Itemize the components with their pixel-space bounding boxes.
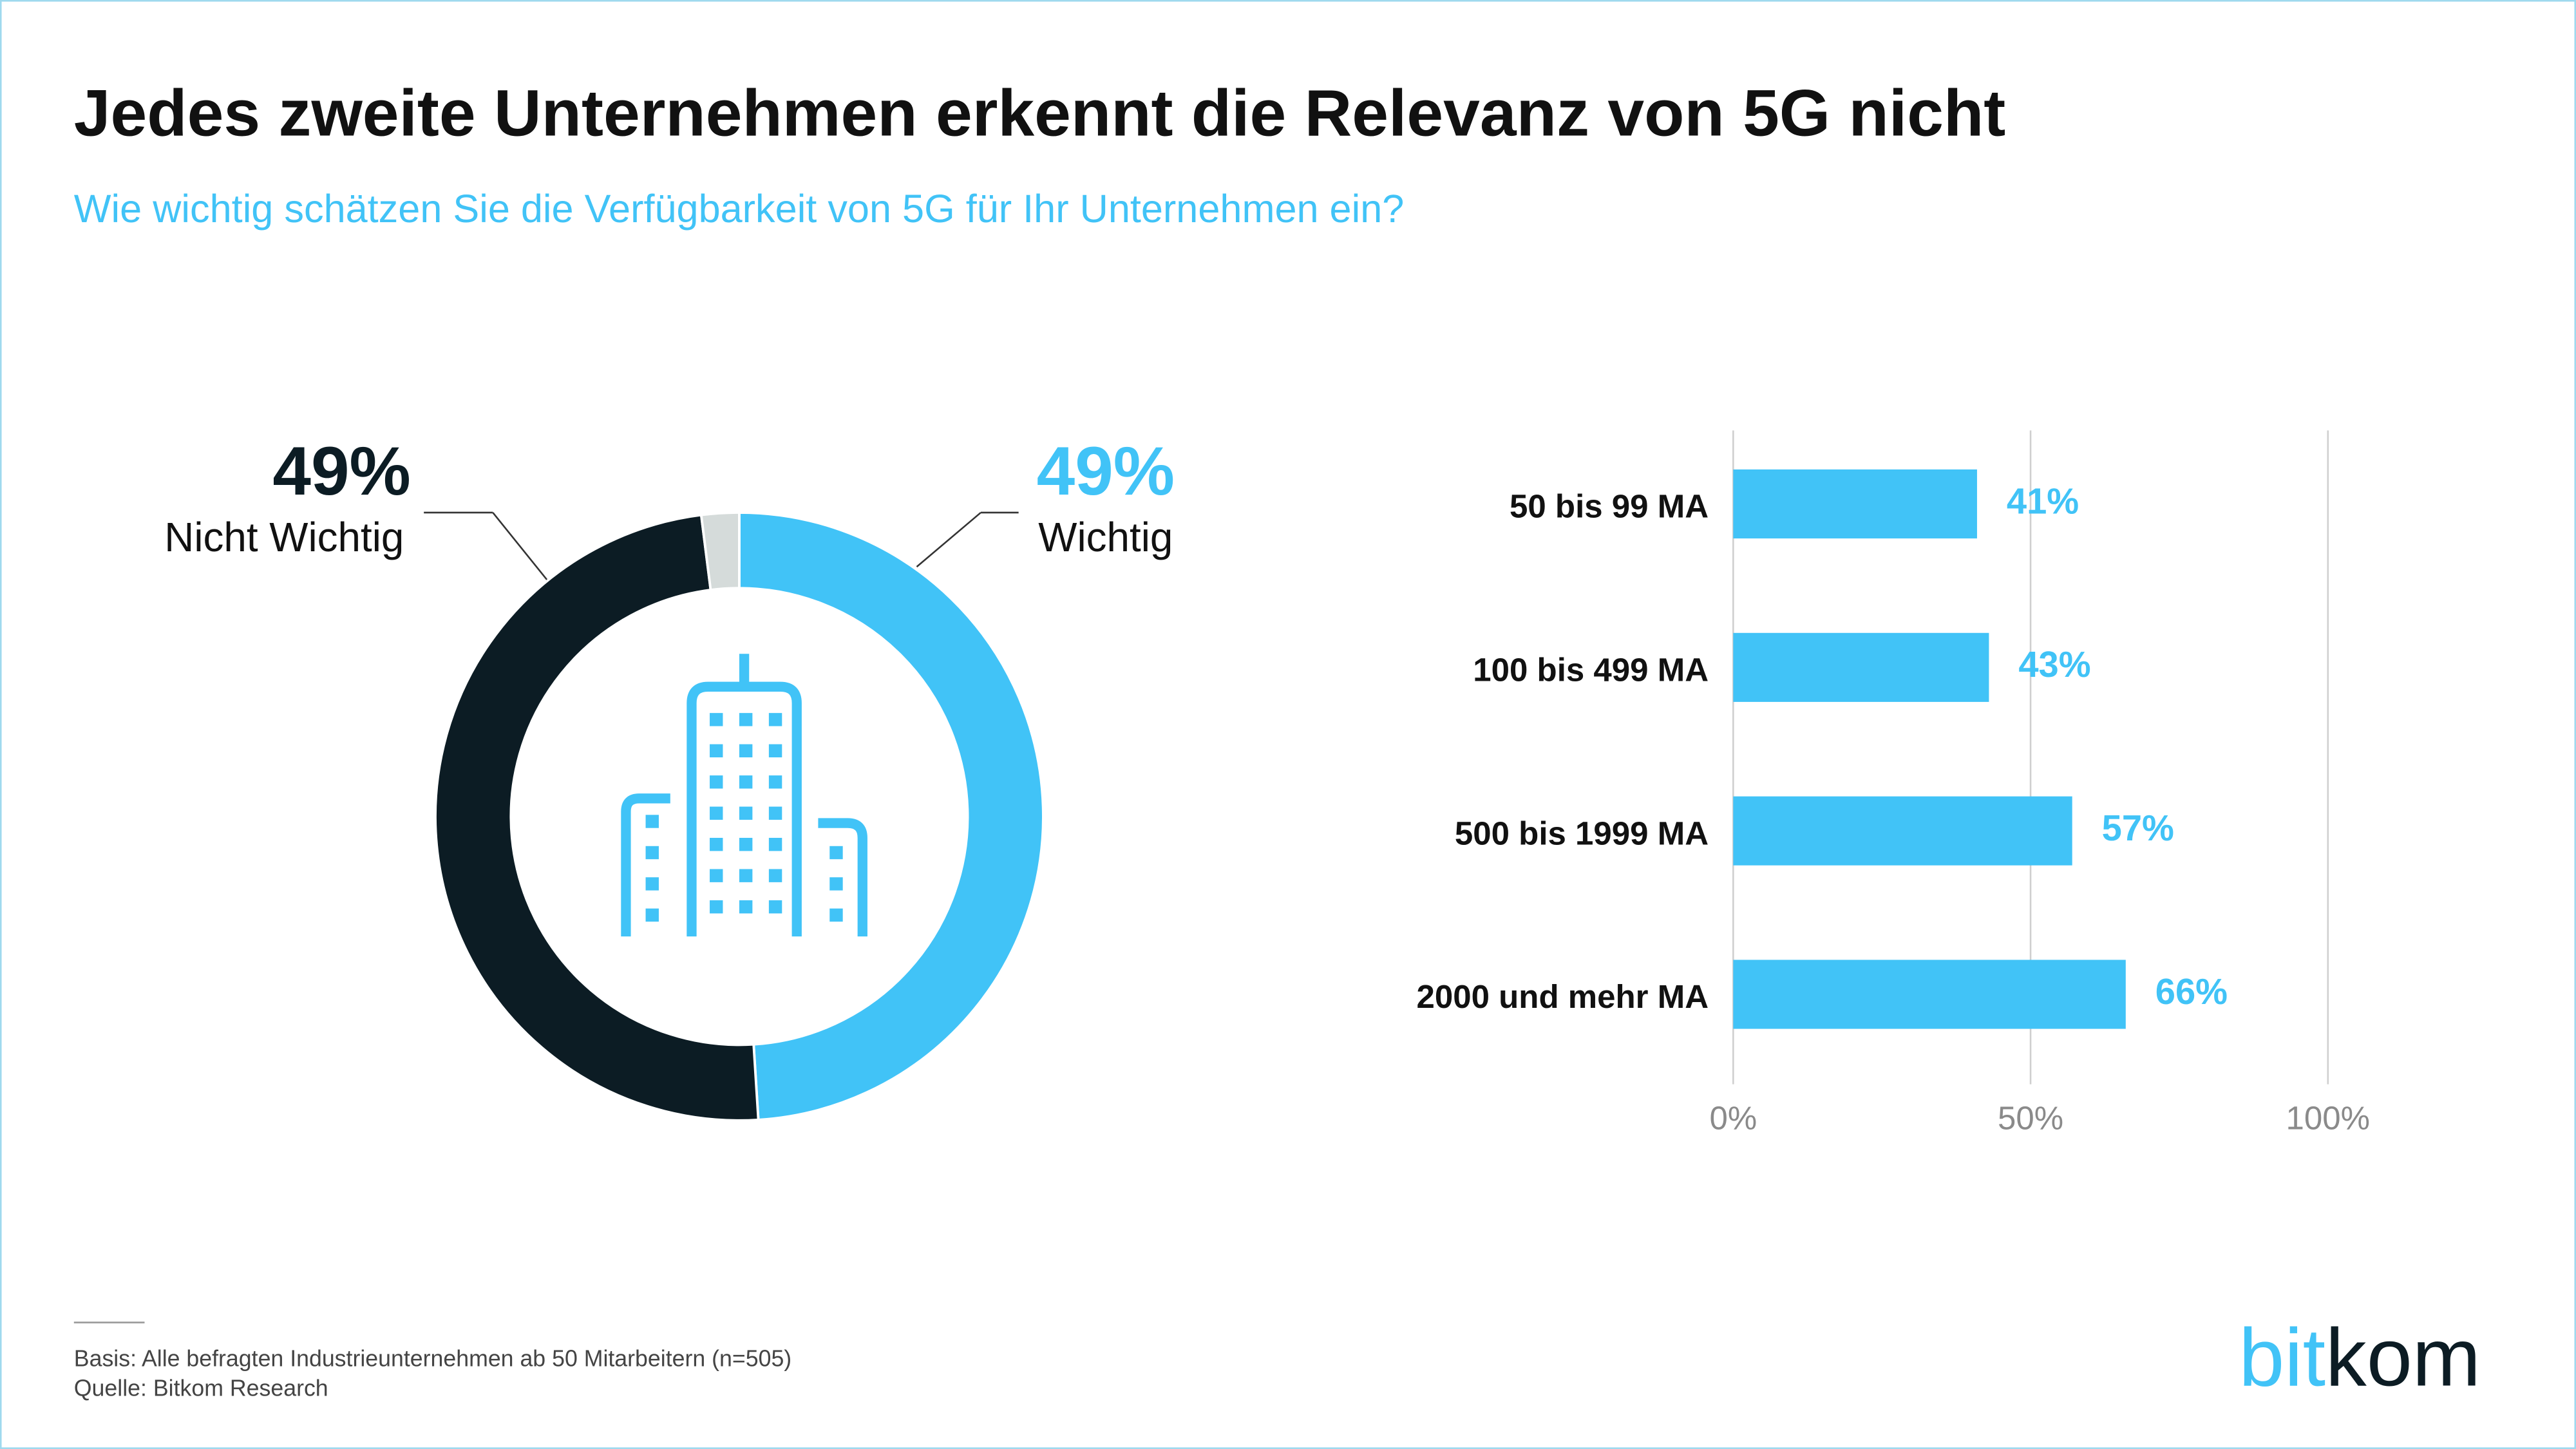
donut-segment — [434, 513, 760, 1122]
logo-part: bit — [2239, 1312, 2325, 1403]
icon-window — [710, 744, 723, 758]
x-tick-label: 50% — [1998, 1099, 2063, 1136]
icon-window — [739, 713, 753, 726]
leader-line — [916, 511, 981, 568]
icon-window — [739, 900, 753, 914]
icon-window — [710, 713, 723, 726]
footnote-basis: Basis: Alle befragten Industrieunternehm… — [74, 1346, 791, 1372]
icon-window — [710, 806, 723, 820]
icon-window — [710, 900, 723, 914]
building-icon — [621, 654, 867, 937]
icon-window — [710, 775, 723, 789]
icon-window — [768, 900, 782, 914]
icon-window — [739, 744, 753, 758]
icon-window — [739, 869, 753, 882]
logo-part: kom — [2325, 1312, 2481, 1403]
category-label: Nicht Wichtig — [164, 514, 404, 560]
bar — [1733, 960, 2126, 1029]
category-label: Wichtig — [1038, 514, 1173, 560]
icon-window — [829, 877, 843, 891]
donut-segment — [738, 511, 1045, 1121]
value-label: 41% — [2007, 480, 2079, 521]
icon-window — [645, 877, 659, 891]
value-label: 43% — [2018, 644, 2090, 685]
icon-window — [829, 908, 843, 922]
icon-window — [739, 806, 753, 820]
icon-window — [768, 806, 782, 820]
icon-window — [645, 846, 659, 860]
icon-window — [710, 838, 723, 851]
title: Jedes zweite Unternehmen erkennt die Rel… — [74, 77, 2005, 150]
icon-window — [768, 775, 782, 789]
x-tick-label: 0% — [1709, 1099, 1757, 1136]
value-label: 49% — [1037, 432, 1175, 509]
bar — [1733, 632, 1989, 702]
leader-line — [492, 512, 548, 581]
icon-window — [768, 744, 782, 758]
icon-window — [645, 815, 659, 828]
category-label: 100 bis 499 MA — [1473, 651, 1709, 688]
value-label: 66% — [2155, 971, 2228, 1012]
logo: bitkom — [2239, 1312, 2481, 1403]
x-tick-label: 100% — [2286, 1099, 2370, 1136]
category-label: 500 bis 1999 MA — [1455, 815, 1709, 851]
icon-window — [739, 775, 753, 789]
icon-window — [645, 908, 659, 922]
icon-window — [768, 713, 782, 726]
icon-window — [710, 869, 723, 882]
bar — [1733, 469, 1977, 539]
icon-window — [768, 869, 782, 882]
bar — [1733, 796, 2072, 866]
icon-window — [829, 846, 843, 860]
category-label: 50 bis 99 MA — [1510, 488, 1709, 525]
subtitle: Wie wichtig schätzen Sie die Verfügbarke… — [74, 187, 1405, 231]
value-label: 49% — [272, 432, 410, 509]
icon-window — [768, 838, 782, 851]
donut-segment — [699, 511, 741, 592]
icon-window — [739, 838, 753, 851]
value-label: 57% — [2102, 808, 2174, 848]
footnote-source: Quelle: Bitkom Research — [74, 1376, 328, 1401]
category-label: 2000 und mehr MA — [1416, 978, 1709, 1015]
